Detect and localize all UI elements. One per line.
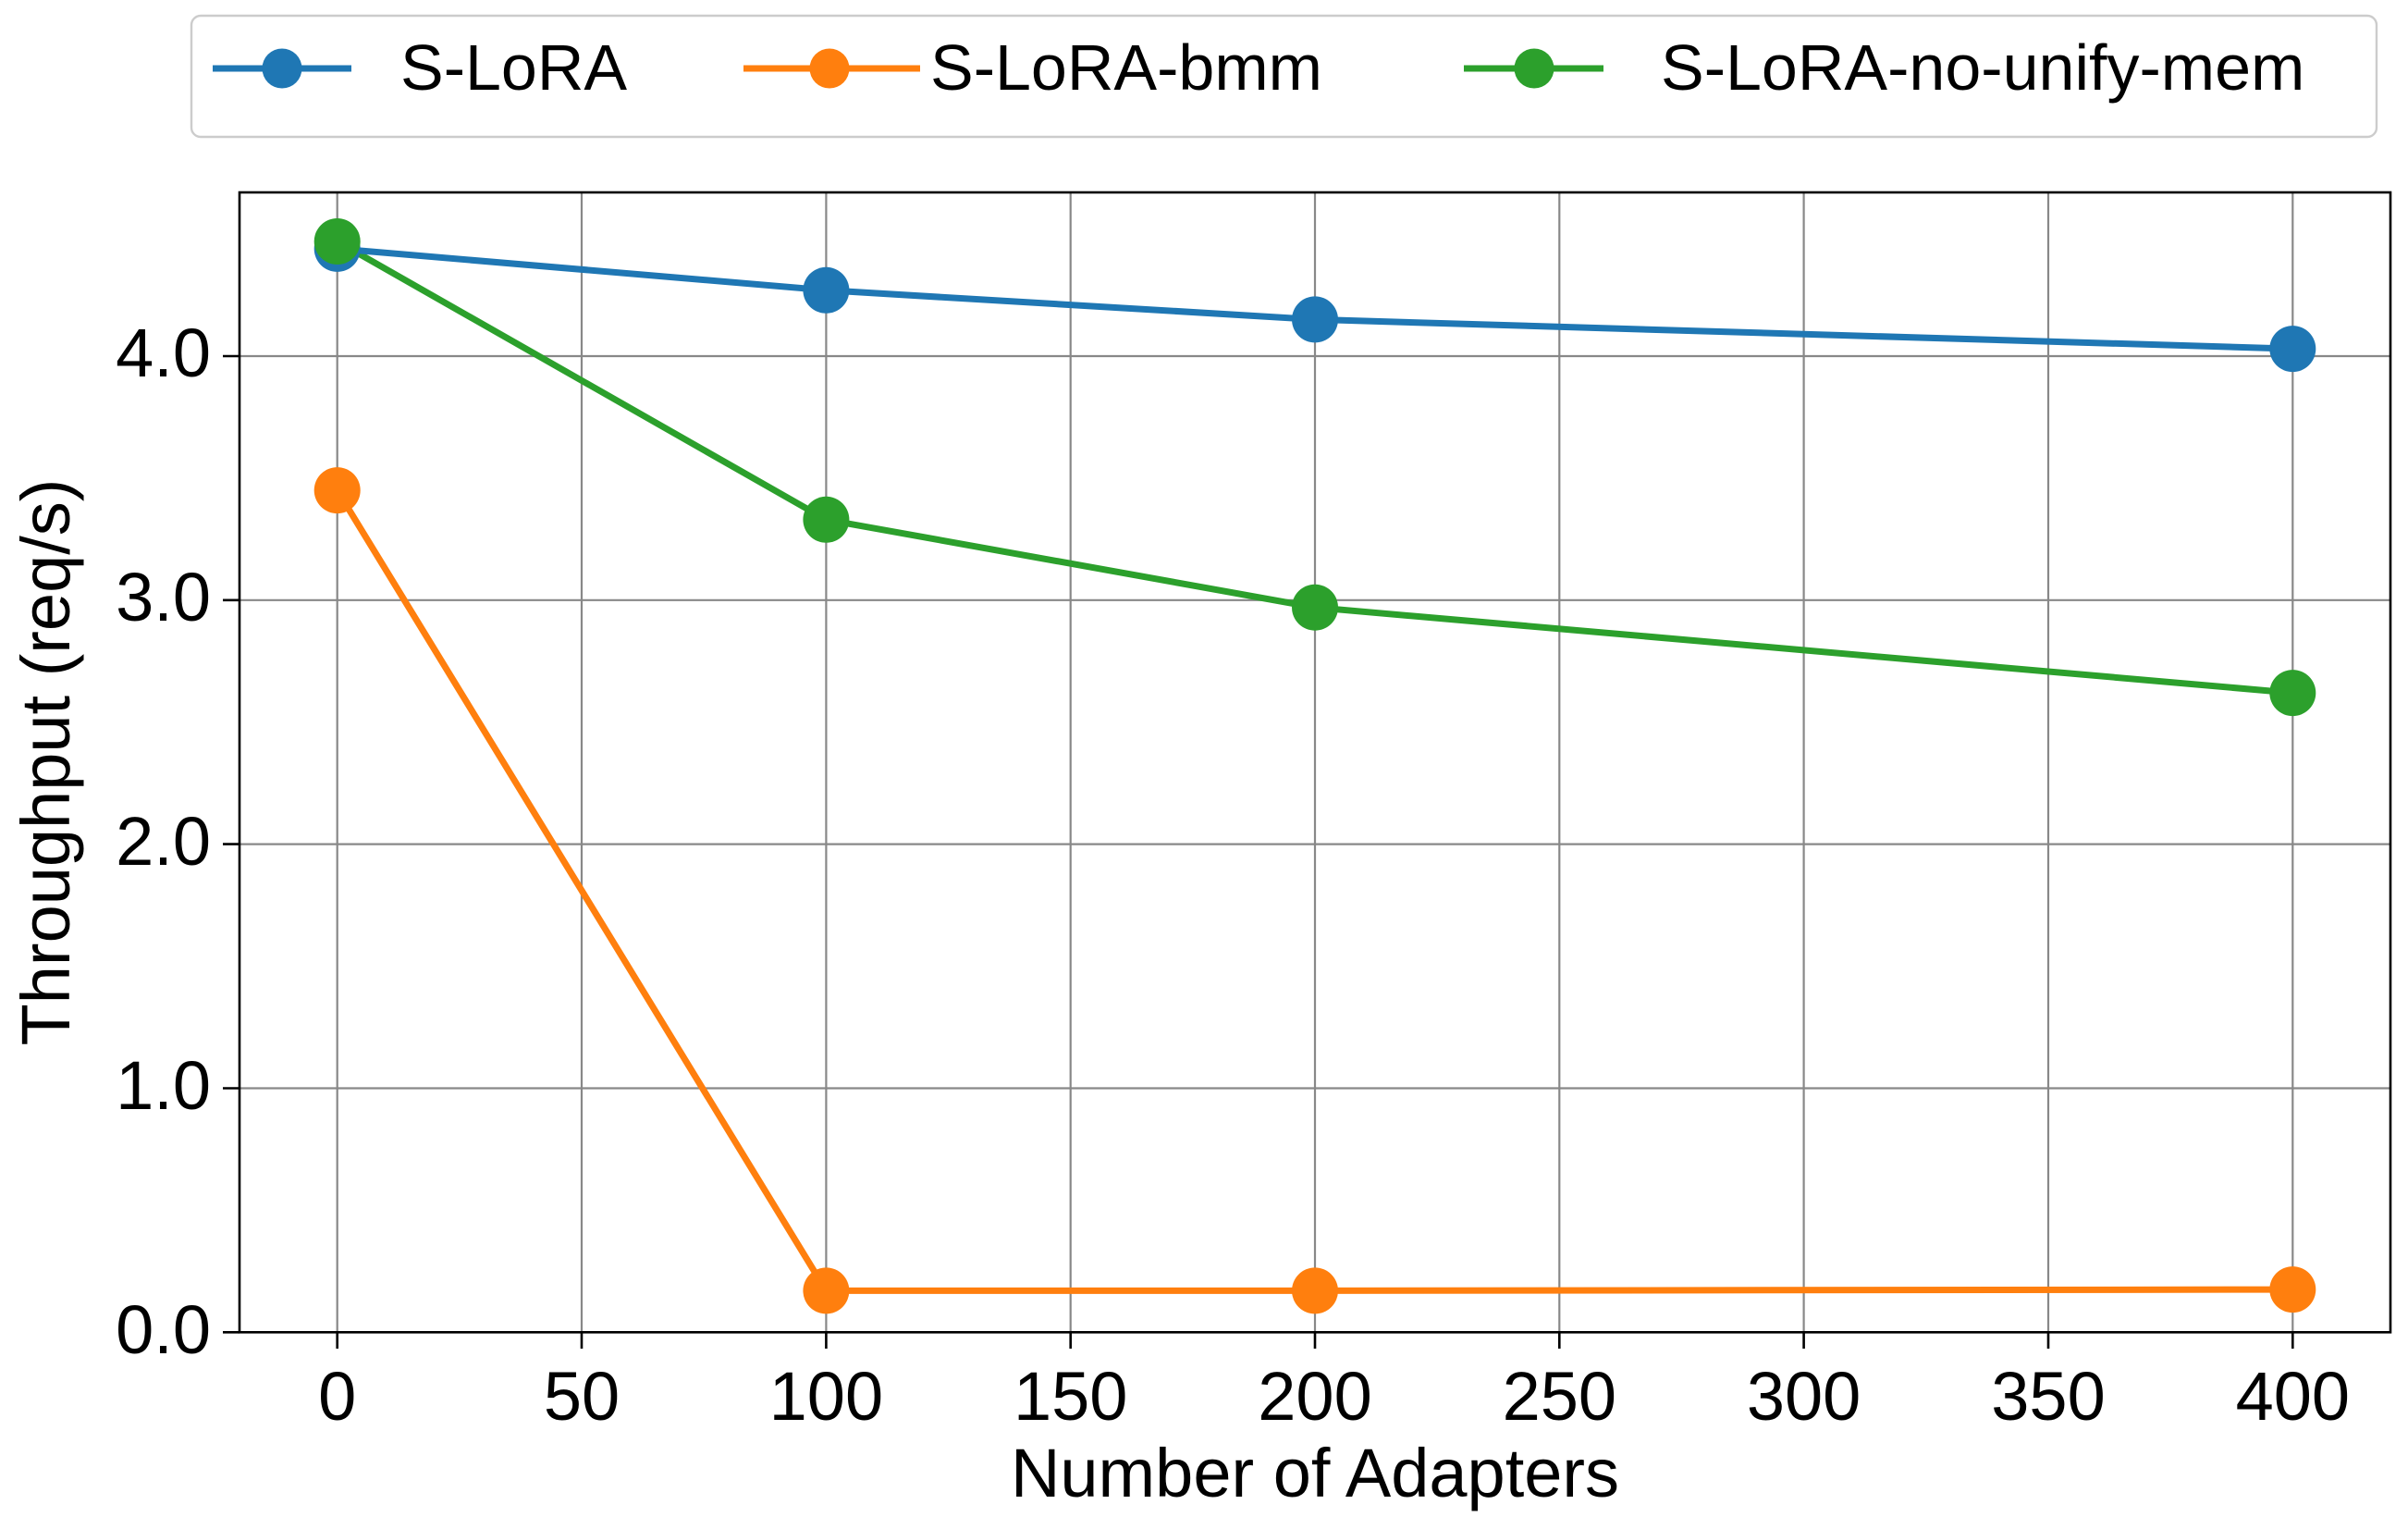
svg-text:250: 250 [1503,1358,1616,1435]
svg-text:2.0: 2.0 [116,803,211,880]
svg-text:4.0: 4.0 [116,314,211,391]
svg-text:1.0: 1.0 [116,1047,211,1124]
svg-text:3.0: 3.0 [116,559,211,635]
svg-text:400: 400 [2236,1358,2350,1435]
svg-text:Throughput (req/s): Throughput (req/s) [7,479,84,1046]
svg-text:Number of Adapters: Number of Adapters [1011,1435,1619,1511]
svg-text:S-LoRA-bmm: S-LoRA-bmm [930,31,1322,104]
svg-text:100: 100 [769,1358,883,1435]
svg-text:150: 150 [1014,1358,1127,1435]
svg-text:350: 350 [1991,1358,2105,1435]
svg-text:50: 50 [544,1358,620,1435]
svg-text:S-LoRA: S-LoRA [400,31,627,104]
svg-text:0: 0 [318,1358,356,1435]
svg-text:0.0: 0.0 [116,1291,211,1368]
svg-text:200: 200 [1258,1358,1371,1435]
svg-text:S-LoRA-no-unify-mem: S-LoRA-no-unify-mem [1661,31,2304,104]
svg-text:300: 300 [1747,1358,1861,1435]
